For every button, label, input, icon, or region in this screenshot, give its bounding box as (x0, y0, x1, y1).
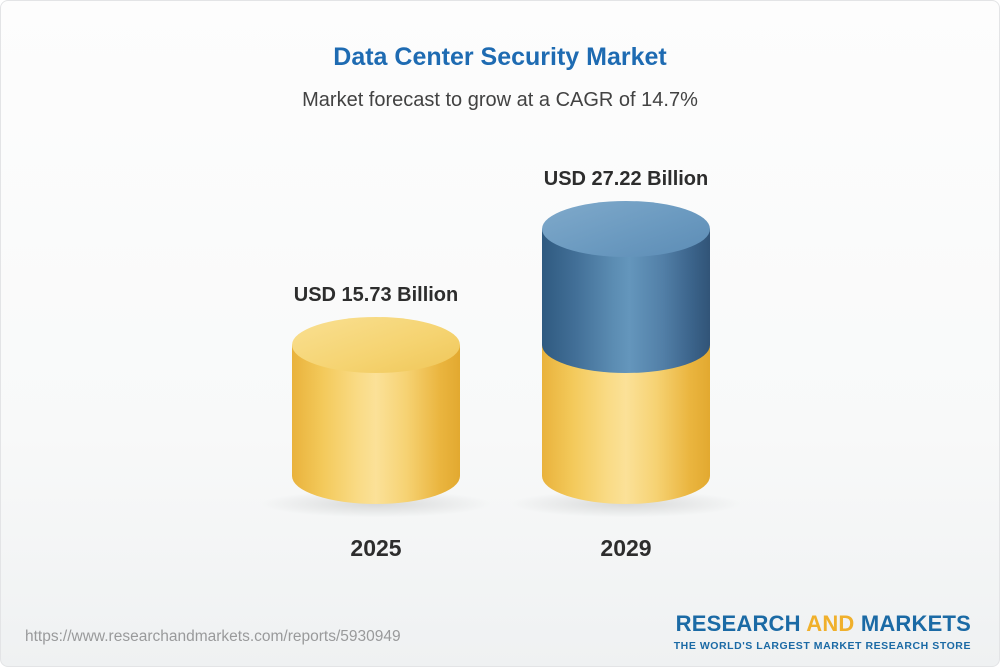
chart-subtitle: Market forecast to grow at a CAGR of 14.… (302, 89, 698, 111)
logo-word-markets: MARKETS (860, 611, 971, 636)
value-label-2029: USD 27.22 Billion (543, 168, 709, 190)
chart-title: Data Center Security Market (333, 43, 667, 71)
year-label-2025: 2025 (350, 535, 402, 561)
cylinder-cap-2025 (292, 317, 460, 373)
logo-tagline: THE WORLD'S LARGEST MARKET RESEARCH STOR… (673, 640, 971, 652)
cylinder-cap-2029 (542, 201, 710, 257)
logo-wordmark: RESEARCH AND MARKETS (674, 611, 971, 637)
year-label-2029: 2029 (600, 535, 652, 561)
logo-word-research: RESEARCH (675, 611, 801, 636)
value-label-2025: USD 15.73 Billion (293, 284, 459, 306)
research-and-markets-logo: RESEARCH AND MARKETS THE WORLD'S LARGEST… (674, 611, 971, 652)
report-url: https://www.researchandmarkets.com/repor… (25, 628, 401, 645)
logo-word-and: AND (806, 611, 855, 636)
